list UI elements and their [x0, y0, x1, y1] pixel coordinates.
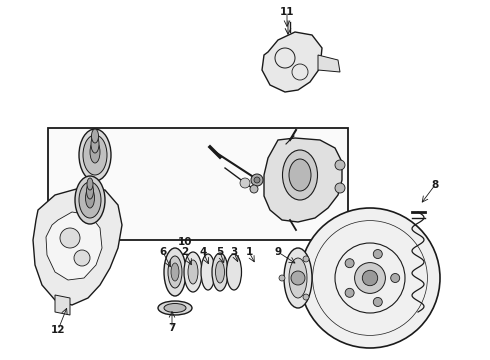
Text: 3: 3: [230, 247, 238, 257]
Ellipse shape: [85, 188, 95, 208]
Ellipse shape: [79, 129, 111, 181]
Ellipse shape: [284, 248, 312, 308]
Text: 8: 8: [431, 180, 439, 190]
Polygon shape: [55, 295, 70, 315]
Ellipse shape: [164, 303, 186, 312]
Text: 10: 10: [178, 237, 192, 247]
Circle shape: [335, 160, 345, 170]
Text: 6: 6: [159, 247, 167, 257]
Ellipse shape: [164, 248, 186, 296]
Circle shape: [345, 288, 354, 297]
Circle shape: [60, 228, 80, 248]
Bar: [48, 128, 348, 240]
Circle shape: [345, 259, 354, 268]
Ellipse shape: [283, 150, 318, 200]
Ellipse shape: [184, 252, 202, 292]
Ellipse shape: [168, 256, 182, 288]
Ellipse shape: [216, 261, 224, 283]
Circle shape: [240, 178, 250, 188]
Ellipse shape: [201, 254, 215, 290]
Ellipse shape: [92, 129, 98, 143]
Circle shape: [291, 271, 305, 285]
Text: 12: 12: [51, 325, 65, 335]
Circle shape: [254, 177, 260, 183]
Circle shape: [373, 249, 382, 258]
Circle shape: [335, 183, 345, 193]
Circle shape: [300, 208, 440, 348]
Circle shape: [74, 250, 90, 266]
Text: 1: 1: [245, 247, 253, 257]
Text: 7: 7: [168, 323, 176, 333]
Circle shape: [250, 185, 258, 193]
Circle shape: [362, 270, 378, 286]
Text: 2: 2: [181, 247, 189, 257]
Text: 9: 9: [274, 247, 282, 257]
Ellipse shape: [79, 182, 101, 218]
Circle shape: [279, 275, 285, 281]
Polygon shape: [262, 32, 322, 92]
Circle shape: [303, 256, 309, 262]
Circle shape: [373, 297, 382, 306]
Ellipse shape: [158, 301, 192, 315]
Polygon shape: [46, 212, 102, 280]
Ellipse shape: [83, 135, 107, 175]
Polygon shape: [33, 188, 122, 305]
Ellipse shape: [188, 260, 198, 284]
Ellipse shape: [87, 183, 94, 199]
Polygon shape: [318, 55, 340, 72]
Circle shape: [391, 274, 400, 283]
Ellipse shape: [75, 176, 105, 224]
Text: 5: 5: [217, 247, 223, 257]
Polygon shape: [264, 138, 342, 222]
Circle shape: [303, 294, 309, 300]
Ellipse shape: [87, 178, 93, 190]
Ellipse shape: [289, 159, 311, 191]
Text: 11: 11: [280, 7, 294, 17]
Ellipse shape: [289, 258, 307, 298]
Text: 4: 4: [199, 247, 207, 257]
Circle shape: [355, 262, 386, 293]
Circle shape: [251, 174, 263, 186]
Ellipse shape: [91, 135, 99, 153]
Ellipse shape: [212, 253, 228, 291]
Ellipse shape: [226, 254, 242, 290]
Ellipse shape: [90, 141, 100, 163]
Ellipse shape: [171, 263, 179, 281]
